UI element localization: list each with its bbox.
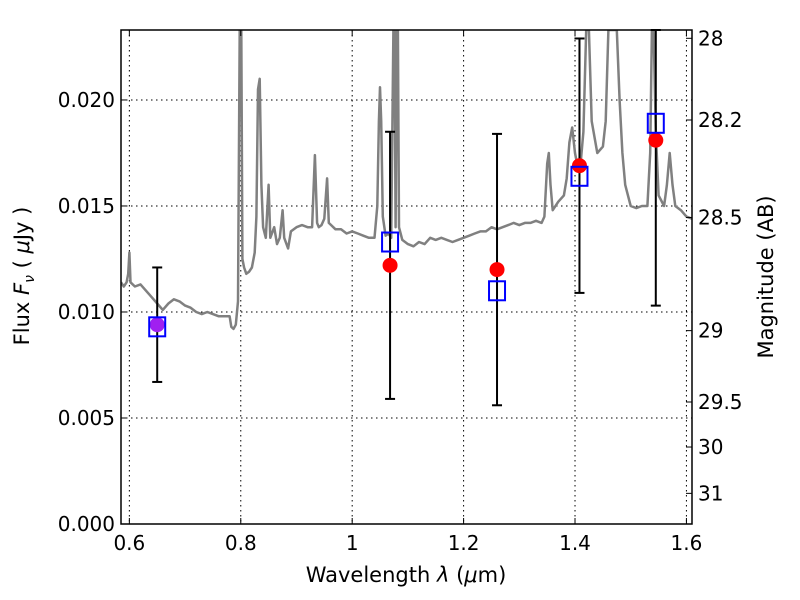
x-tick-label: 1.6 <box>671 531 703 555</box>
observed-point <box>571 158 587 174</box>
spectrum-line <box>121 30 692 331</box>
y2-tick-label: 28.2 <box>698 108 743 132</box>
y2-tick-label: 28.5 <box>698 206 743 230</box>
observed-point <box>382 257 398 273</box>
model-square <box>570 165 589 187</box>
x-tick-label: 1.4 <box>559 531 591 555</box>
y-tick-label: 0.000 <box>58 512 115 536</box>
y2-tick-label: 29.5 <box>698 390 743 414</box>
spectrum-layer <box>121 30 692 331</box>
x-axis-label: Wavelength λ (μm) <box>306 563 507 587</box>
observed-point <box>489 262 505 278</box>
y-tick-label: 0.010 <box>58 300 115 324</box>
observed-point <box>149 317 165 333</box>
y2-tick-label: 30 <box>698 435 723 459</box>
y2-tick-label: 28 <box>698 26 723 50</box>
y-axis-label: Flux Fν ( μJy ) <box>10 207 38 346</box>
model-square <box>148 316 167 338</box>
observed-point <box>648 132 664 148</box>
y2-tick-label: 31 <box>698 481 723 505</box>
plot-frame <box>120 29 693 525</box>
model-square <box>381 231 400 253</box>
y-tick-label: 0.005 <box>58 406 115 430</box>
model-square <box>646 112 665 134</box>
right-axis-label: Magnitude (AB) <box>754 195 778 358</box>
x-tick-label: 0.8 <box>225 531 257 555</box>
model-points-layer <box>148 112 665 338</box>
y2-tick-label: 29 <box>698 319 723 343</box>
x-tick-label: 1.2 <box>448 531 480 555</box>
x-tick-label: 1 <box>346 531 359 555</box>
x-tick-label: 0.6 <box>113 531 145 555</box>
tick-layer <box>121 30 692 525</box>
y-tick-label: 0.015 <box>58 194 115 218</box>
y-tick-label: 0.020 <box>58 88 115 112</box>
tick-label-layer: 0.6 0.8 1 1.2 1.4 1.6 0.000 0.005 0.010 0.015 0.02… <box>58 26 743 555</box>
model-square <box>488 280 507 302</box>
observed-points-layer <box>149 132 664 333</box>
